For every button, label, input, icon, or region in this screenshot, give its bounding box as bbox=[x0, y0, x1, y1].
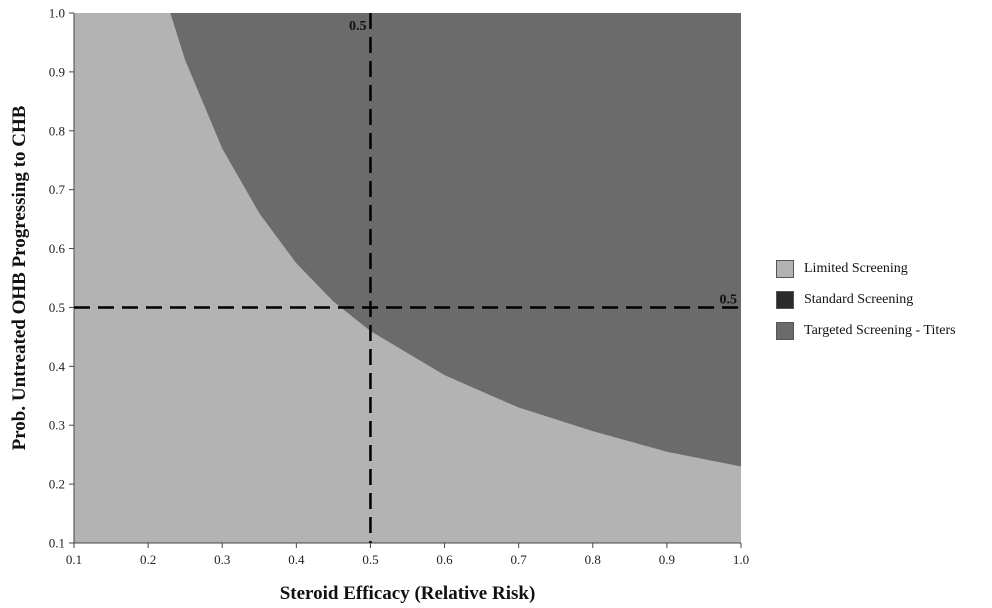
legend-label: Targeted Screening - Titers bbox=[804, 322, 956, 338]
x-tick-label: 0.4 bbox=[288, 552, 305, 567]
x-axis-ticks: 0.1 0.2 0.3 0.4 0.5 0.6 0.7 0.8 0.9 1.0 bbox=[66, 543, 749, 567]
legend-label: Limited Screening bbox=[804, 260, 908, 276]
legend-swatch bbox=[776, 290, 794, 309]
y-tick-label: 0.6 bbox=[49, 241, 66, 256]
y-tick-label: 0.9 bbox=[49, 64, 65, 79]
legend-swatch bbox=[776, 259, 794, 278]
region-targeted-screening-titers bbox=[170, 13, 741, 467]
y-tick-label: 0.2 bbox=[49, 477, 65, 492]
y-axis-ticks: 0.1 0.2 0.3 0.4 0.5 0.6 0.7 0.8 0.9 1.0 bbox=[49, 6, 74, 551]
x-tick-label: 0.2 bbox=[140, 552, 156, 567]
reference-label-y: 0.5 bbox=[720, 292, 738, 307]
x-tick-label: 0.5 bbox=[362, 552, 378, 567]
legend: Limited Screening Standard Screening Tar… bbox=[776, 259, 956, 352]
y-tick-label: 0.5 bbox=[49, 300, 65, 315]
y-tick-label: 1.0 bbox=[49, 6, 65, 21]
x-tick-label: 0.7 bbox=[511, 552, 528, 567]
y-tick-label: 0.3 bbox=[49, 418, 65, 433]
legend-label: Standard Screening bbox=[804, 291, 914, 307]
legend-item-limited-screening: Limited Screening bbox=[776, 259, 956, 278]
y-tick-label: 0.1 bbox=[49, 536, 65, 551]
legend-item-targeted-screening-titers: Targeted Screening - Titers bbox=[776, 321, 956, 340]
x-tick-label: 0.8 bbox=[585, 552, 601, 567]
y-tick-label: 0.8 bbox=[49, 123, 65, 138]
y-tick-label: 0.7 bbox=[49, 182, 66, 197]
y-axis-title: Prob. Untreated OHB Progressing to CHB bbox=[9, 105, 30, 450]
x-tick-label: 1.0 bbox=[733, 552, 749, 567]
x-axis-title: Steroid Efficacy (Relative Risk) bbox=[280, 583, 536, 604]
x-tick-label: 0.9 bbox=[659, 552, 675, 567]
x-tick-label: 0.6 bbox=[436, 552, 453, 567]
x-tick-label: 0.3 bbox=[214, 552, 230, 567]
reference-label-x: 0.5 bbox=[349, 19, 367, 34]
x-tick-label: 0.1 bbox=[66, 552, 82, 567]
y-tick-label: 0.4 bbox=[49, 359, 66, 374]
legend-item-standard-screening: Standard Screening bbox=[776, 290, 956, 309]
legend-swatch bbox=[776, 321, 794, 340]
